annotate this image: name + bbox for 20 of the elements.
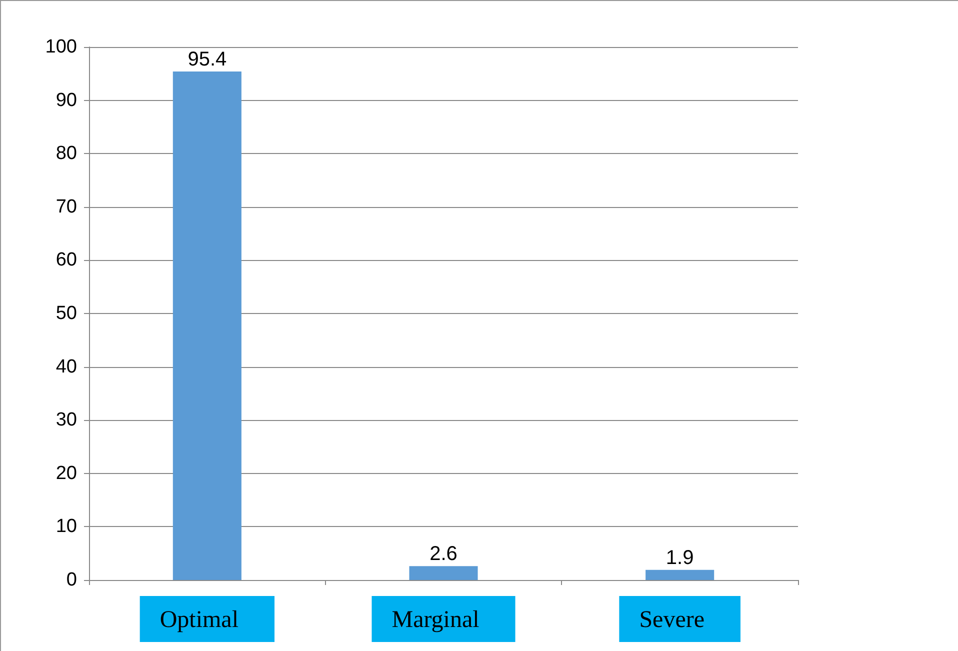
y-tick-label: 20: [56, 462, 77, 484]
x-tick-label: Marginal: [392, 607, 480, 633]
x-tick-label: Optimal: [160, 607, 239, 633]
y-tick-label: 80: [56, 143, 77, 164]
y-tick-label: 30: [56, 410, 77, 431]
y-tick-label: 0: [66, 570, 77, 590]
bar: [172, 72, 242, 580]
y-tick-label: 70: [56, 196, 77, 218]
data-label: 1.9: [666, 546, 694, 569]
y-tick-label: 50: [56, 303, 77, 324]
y-tick-label: 60: [56, 250, 77, 271]
y-tick-label: 40: [56, 356, 77, 378]
bar: [646, 570, 714, 580]
y-tick-label: 10: [56, 516, 77, 538]
data-label: 95.4: [188, 48, 227, 71]
y-tick-label: 100: [45, 36, 77, 58]
bar: [409, 566, 478, 580]
x-tick-label: Severe: [639, 607, 704, 633]
y-tick-label: 90: [56, 90, 77, 111]
data-label: 2.6: [430, 543, 458, 566]
